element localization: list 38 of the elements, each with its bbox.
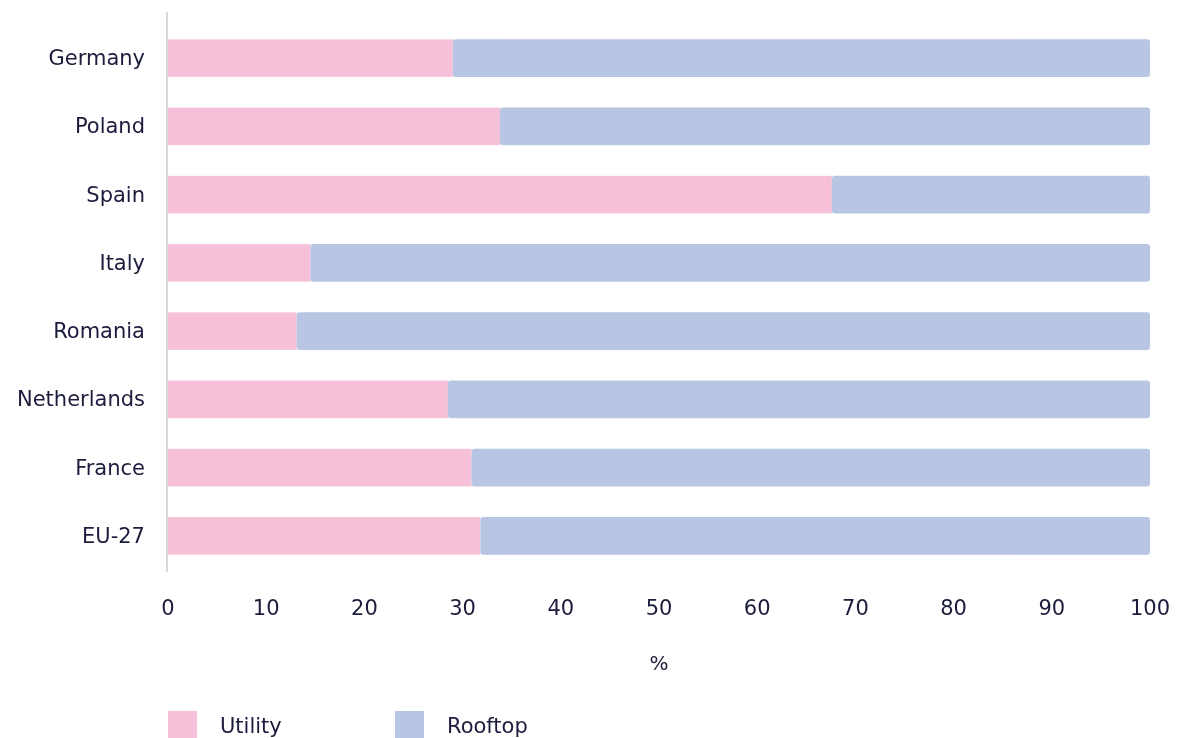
bar xyxy=(831,175,1150,214)
x-tick-label: 20 xyxy=(351,596,378,620)
bar xyxy=(168,448,472,487)
x-tick-label: 60 xyxy=(743,596,771,620)
bar xyxy=(296,312,1150,350)
x-tick-label: 10 xyxy=(252,596,280,620)
y-tick-label: Netherlands xyxy=(16,387,145,412)
y-tick-label: Poland xyxy=(74,114,145,139)
legend-label: Rooftop xyxy=(447,714,528,738)
x-tick-label: 90 xyxy=(1038,596,1066,620)
bar xyxy=(168,312,297,350)
y-tick-label: EU-27 xyxy=(82,523,145,548)
y-tick-label: France xyxy=(75,455,145,480)
legend-label: Utility xyxy=(220,714,282,738)
bar xyxy=(168,380,448,419)
x-tick-label: 30 xyxy=(449,596,476,620)
y-tick-label: Italy xyxy=(99,250,145,275)
x-tick-label: 50 xyxy=(645,596,673,620)
bar xyxy=(168,244,311,282)
x-tick-label: 100 xyxy=(1129,596,1171,620)
y-tick-label: Germany xyxy=(48,46,145,71)
bar xyxy=(447,380,1150,419)
y-tick-label: Spain xyxy=(86,182,145,207)
bar xyxy=(168,175,832,214)
bar xyxy=(168,107,500,146)
bar xyxy=(168,517,481,555)
bar xyxy=(310,244,1150,282)
x-tick-label: 40 xyxy=(547,596,575,620)
x-axis-title: % xyxy=(649,651,669,675)
bar xyxy=(499,107,1150,146)
bar xyxy=(471,448,1150,487)
x-tick-label: 80 xyxy=(940,596,967,620)
x-tick-label: 0 xyxy=(161,596,175,620)
y-tick-label: Romania xyxy=(53,319,145,344)
x-tick-label: 70 xyxy=(842,596,869,620)
bar xyxy=(168,39,453,77)
bar xyxy=(480,517,1150,555)
bar xyxy=(452,39,1150,77)
